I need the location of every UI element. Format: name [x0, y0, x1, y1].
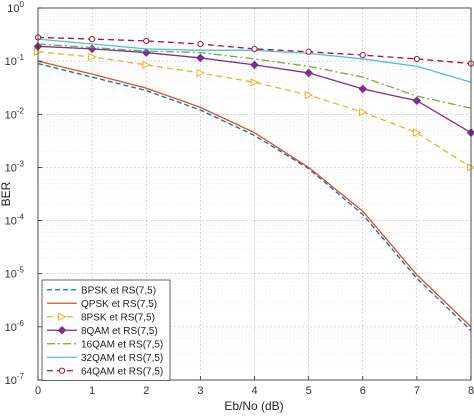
y-tick-label: 10-5 [5, 266, 25, 281]
data-point [58, 312, 67, 321]
legend-label: 16QAM et RS(7,5) [81, 339, 163, 350]
data-point [304, 68, 313, 78]
y-tick-label: 100 [7, 0, 24, 15]
series-bpsk [37, 62, 472, 332]
legend-label: 8PSK et RS(7,5) [81, 312, 155, 323]
legend-entry: QPSK et RS(7,5) [47, 299, 157, 310]
data-point [251, 45, 258, 52]
data-point [141, 48, 151, 57]
legend-entry: 64QAM et RS(7,5) [47, 366, 163, 377]
data-point [196, 53, 205, 63]
data-point [250, 78, 260, 87]
x-axis-label: Eb/No (dB) [224, 399, 283, 413]
series-64qam [34, 34, 474, 67]
series-8psk [34, 47, 474, 172]
x-tick-label: 0 [35, 385, 41, 397]
data-point [304, 90, 314, 100]
y-tick-exponent: -7 [17, 372, 25, 381]
data-point [412, 128, 422, 137]
y-tick-label: 10-3 [5, 159, 25, 174]
y-tick-label: 10-7 [5, 372, 25, 387]
series-line [37, 51, 472, 168]
series-line [37, 36, 472, 65]
data-point [197, 40, 204, 48]
x-tick-label: 5 [306, 385, 312, 397]
data-point [58, 367, 66, 374]
legend-label: BPSK et RS(7,5) [81, 285, 156, 296]
series-line [37, 60, 472, 328]
legend-entry: BPSK et RS(7,5) [47, 285, 156, 296]
legend-entry: 8PSK et RS(7,5) [47, 312, 155, 323]
y-tick-exponent: -4 [17, 213, 25, 222]
y-tick-label: 10-1 [5, 53, 25, 68]
y-tick-exponent: -1 [17, 53, 25, 62]
data-point [358, 84, 368, 94]
y-tick-exponent: -6 [17, 319, 25, 328]
x-tick-label: 1 [89, 385, 95, 397]
legend-label: 64QAM et RS(7,5) [81, 366, 163, 377]
x-tick-label: 8 [468, 385, 474, 397]
series-line [37, 62, 472, 332]
x-tick-label: 2 [143, 385, 149, 397]
y-tick-exponent: -3 [17, 159, 25, 168]
legend-entry: 32QAM et RS(7,5) [47, 353, 163, 364]
data-point [359, 51, 366, 59]
x-tick-label: 4 [251, 385, 257, 397]
y-tick-label: 10-2 [5, 106, 25, 121]
data-point [143, 37, 150, 45]
legend-entry: 16QAM et RS(7,5) [47, 339, 163, 350]
legend-entry: 8QAM et RS(7,5) [47, 326, 158, 337]
data-point [57, 325, 67, 335]
data-point [196, 68, 205, 78]
legend-label: 32QAM et RS(7,5) [81, 353, 163, 364]
y-tick-exponent: -5 [17, 266, 25, 275]
x-tick-label: 3 [197, 385, 203, 397]
y-tick-label: 10-4 [5, 213, 25, 228]
data-point [88, 52, 97, 62]
data-point [305, 48, 312, 55]
legend: BPSK et RS(7,5) QPSK et RS(7,5) 8PSK et RS… [41, 279, 171, 381]
series-qpsk [37, 60, 472, 328]
series-group [33, 34, 474, 332]
data-point [412, 96, 422, 106]
data-point [89, 35, 96, 43]
x-tick-label: 7 [414, 385, 420, 397]
x-tick-label: 6 [360, 385, 366, 397]
data-point [358, 107, 368, 117]
y-tick-exponent: 0 [20, 0, 25, 9]
data-point [142, 60, 151, 70]
legend-label: QPSK et RS(7,5) [81, 299, 157, 310]
data-point [413, 55, 420, 63]
y-tick-exponent: -2 [17, 106, 25, 115]
y-tick-label: 10-6 [5, 319, 25, 334]
data-point [250, 60, 259, 70]
legend-label: 8QAM et RS(7,5) [81, 326, 158, 337]
y-axis-label: BER [0, 181, 13, 206]
